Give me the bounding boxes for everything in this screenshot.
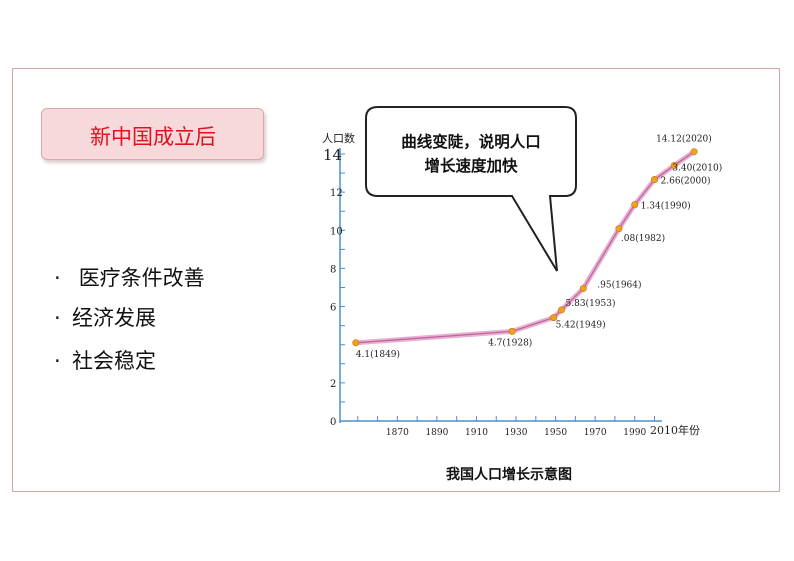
x-tick-label: 1930: [505, 428, 528, 438]
data-point: [508, 327, 516, 335]
section-title: 新中国成立后: [90, 125, 216, 149]
bullet-item: · 社会稳定: [54, 345, 156, 375]
bullet-item: · 经济发展: [54, 302, 156, 332]
y-axis-label: 人口数: [322, 132, 355, 145]
x-tick-label: 1970: [584, 428, 607, 438]
data-point: [670, 161, 678, 169]
data-label: 1.34(1990): [641, 201, 691, 212]
callout-line-2: 增长速度加快: [424, 156, 518, 175]
y-tick-label: 12: [330, 188, 343, 199]
y-tick-label: 6: [330, 303, 336, 314]
content-frame: [12, 68, 780, 492]
bullet-dot-icon: ·: [54, 266, 61, 290]
y-tick-label: 10: [330, 226, 343, 237]
bullet-dot-icon: ·: [54, 349, 61, 373]
data-label: 14.12(2020): [656, 134, 712, 145]
data-label: 4.1(1849): [356, 349, 400, 360]
x-tick-label: 1870: [386, 428, 409, 438]
bullet-text: 经济发展: [72, 306, 156, 330]
x-tick-label: 1910: [465, 428, 488, 438]
data-label: 2.66(2000): [661, 176, 711, 187]
chart-caption: 我国人口增长示意图: [446, 467, 572, 483]
data-label: 5.42(1949): [556, 320, 606, 331]
y-tick-label: 0: [330, 417, 336, 428]
bullet-text: 社会稳定: [72, 349, 156, 373]
speech-bubble-shape: [365, 106, 577, 272]
chart-series: 4.1(1849) 4.7(1928) 5.42(1949) 5.83(1953) .9…: [352, 134, 722, 360]
data-point: [651, 176, 659, 184]
data-point: [579, 284, 587, 292]
data-point: [558, 306, 566, 314]
speech-bubble: 曲线变陡，说明人口 增长速度加快: [365, 106, 577, 272]
data-point: [690, 148, 698, 156]
y-tick-label: 14: [323, 146, 342, 164]
data-label: .95(1964): [597, 279, 641, 290]
data-label: .08(1982): [621, 233, 665, 244]
data-point: [550, 314, 558, 322]
data-point: [615, 225, 623, 233]
y-tick-label: 8: [330, 264, 336, 275]
data-point: [352, 339, 360, 347]
series-line: [355, 151, 695, 344]
x-axis-label: 2010年份: [650, 423, 700, 437]
y-tick-label: 2: [330, 379, 336, 390]
section-title-box: 新中国成立后: [41, 108, 264, 160]
callout-line-1: 曲线变陡，说明人口: [401, 132, 541, 151]
bullet-text: 医疗条件改善: [78, 266, 205, 290]
data-label: 5.83(1953): [566, 298, 616, 309]
data-label: 4.7(1928): [488, 337, 532, 348]
bullet-item: · 医疗条件改善: [54, 262, 205, 292]
data-label: 3.40(2010): [672, 162, 722, 173]
x-tick-label: 1950: [544, 428, 567, 438]
x-tick-label: 1890: [425, 428, 448, 438]
x-tick-label: 1990: [623, 428, 646, 438]
data-point: [631, 201, 639, 209]
chart-axes: 14 12 10 8 6 2 0 人口数 1870 1890 1910 1930 1950 1970 199…: [322, 132, 700, 438]
bullet-dot-icon: ·: [54, 306, 61, 330]
